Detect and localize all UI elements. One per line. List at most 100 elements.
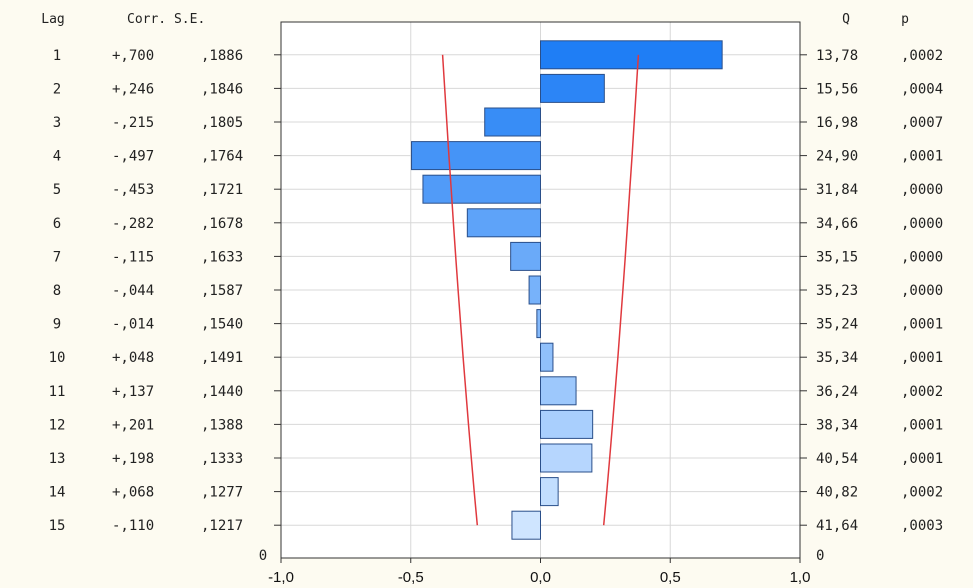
q-label: 31,84 xyxy=(816,182,858,198)
lag-label: 13 xyxy=(49,451,66,467)
q-label: 15,56 xyxy=(816,81,858,97)
bar-lag-1 xyxy=(540,40,723,70)
p-label: ,0001 xyxy=(901,350,943,366)
se-label: ,1388 xyxy=(201,417,243,433)
p-label: ,0001 xyxy=(901,451,943,467)
lag-label: 2 xyxy=(53,81,61,97)
se-label: ,1277 xyxy=(201,485,243,501)
q-label: 40,82 xyxy=(816,485,858,501)
q-label: 35,34 xyxy=(816,350,858,366)
se-label: ,1540 xyxy=(201,317,243,333)
q-label: 36,24 xyxy=(816,384,858,400)
se-label: ,1333 xyxy=(201,451,243,467)
lag-label: 5 xyxy=(53,182,61,198)
corr-label: -,215 xyxy=(112,115,154,131)
bar-lag-5 xyxy=(422,174,541,204)
q-label: 35,23 xyxy=(816,283,858,299)
se-label: ,1721 xyxy=(201,182,243,198)
lag-label: 4 xyxy=(53,149,61,165)
corr-label: -,497 xyxy=(112,149,154,165)
header-corr-se: Corr. S.E. xyxy=(127,12,205,27)
bar-lag-8 xyxy=(528,275,541,305)
p-label: ,0001 xyxy=(901,417,943,433)
p-label: ,0001 xyxy=(901,317,943,333)
q-label: 41,64 xyxy=(816,518,858,534)
corr-label: +,700 xyxy=(112,48,154,64)
bar-lag-9 xyxy=(536,309,542,339)
x-tick-label: -0,5 xyxy=(398,569,424,586)
bar-lag-14 xyxy=(540,477,559,507)
lag-label: 9 xyxy=(53,317,61,333)
q-label: 34,66 xyxy=(816,216,858,232)
lag-label: 12 xyxy=(49,417,66,433)
q-label: 38,34 xyxy=(816,417,858,433)
lag-label: 14 xyxy=(49,485,66,501)
p-label: ,0003 xyxy=(901,518,943,534)
corr-label: -,110 xyxy=(112,518,154,534)
lower-confidence-limit xyxy=(441,54,479,526)
lag-label: 15 xyxy=(49,518,66,534)
header-q: Q xyxy=(842,12,850,27)
corr-label: -,453 xyxy=(112,182,154,198)
corr-label: -,014 xyxy=(112,317,154,333)
bar-lag-15 xyxy=(511,510,541,540)
p-label: ,0002 xyxy=(901,384,943,400)
q-label: 16,98 xyxy=(816,115,858,131)
bar-lag-4 xyxy=(411,141,541,171)
p-label: ,0002 xyxy=(901,485,943,501)
corr-label: +,068 xyxy=(112,485,154,501)
se-label: ,1491 xyxy=(201,350,243,366)
corr-label: +,201 xyxy=(112,417,154,433)
corr-label: +,198 xyxy=(112,451,154,467)
bar-lag-3 xyxy=(484,107,541,137)
lag-label: 7 xyxy=(53,249,61,265)
corr-label: +,048 xyxy=(112,350,154,366)
se-label: ,1633 xyxy=(201,249,243,265)
corr-label: -,115 xyxy=(112,249,154,265)
zero-left-label: 0 xyxy=(259,548,267,564)
p-label: ,0000 xyxy=(901,249,943,265)
p-label: ,0000 xyxy=(901,182,943,198)
p-label: ,0000 xyxy=(901,216,943,232)
se-label: ,1587 xyxy=(201,283,243,299)
bar-lag-11 xyxy=(540,376,577,406)
lag-label: 6 xyxy=(53,216,61,232)
corr-label: -,282 xyxy=(112,216,154,232)
x-tick-label: 0,5 xyxy=(660,569,681,586)
header-p: p xyxy=(901,12,909,27)
p-label: ,0004 xyxy=(901,81,943,97)
bar-lag-7 xyxy=(510,241,542,271)
p-label: ,0007 xyxy=(901,115,943,131)
lag-label: 11 xyxy=(49,384,66,400)
lag-label: 8 xyxy=(53,283,61,299)
corr-label: +,246 xyxy=(112,81,154,97)
bar-lag-2 xyxy=(540,73,605,103)
lag-label: 1 xyxy=(53,48,61,64)
x-tick-label: 1,0 xyxy=(790,569,811,586)
bar-lag-13 xyxy=(540,443,593,473)
x-tick-label: -1,0 xyxy=(268,569,294,586)
lag-label: 3 xyxy=(53,115,61,131)
q-label: 35,24 xyxy=(816,317,858,333)
se-label: ,1805 xyxy=(201,115,243,131)
lag-label: 10 xyxy=(49,350,66,366)
se-label: ,1678 xyxy=(201,216,243,232)
zero-right-label: 0 xyxy=(816,548,824,564)
q-label: 13,78 xyxy=(816,48,858,64)
upper-confidence-limit xyxy=(602,54,640,526)
se-label: ,1886 xyxy=(201,48,243,64)
p-label: ,0002 xyxy=(901,48,943,64)
se-label: ,1764 xyxy=(201,149,243,165)
se-label: ,1440 xyxy=(201,384,243,400)
header-lag: Lag xyxy=(41,12,64,27)
x-tick-label: 0,0 xyxy=(530,569,551,586)
bar-lag-12 xyxy=(540,409,594,439)
bar-lag-10 xyxy=(540,342,554,372)
se-label: ,1846 xyxy=(201,81,243,97)
corr-label: +,137 xyxy=(112,384,154,400)
bar-lag-6 xyxy=(466,208,542,238)
p-label: ,0001 xyxy=(901,149,943,165)
p-label: ,0000 xyxy=(901,283,943,299)
q-label: 35,15 xyxy=(816,249,858,265)
